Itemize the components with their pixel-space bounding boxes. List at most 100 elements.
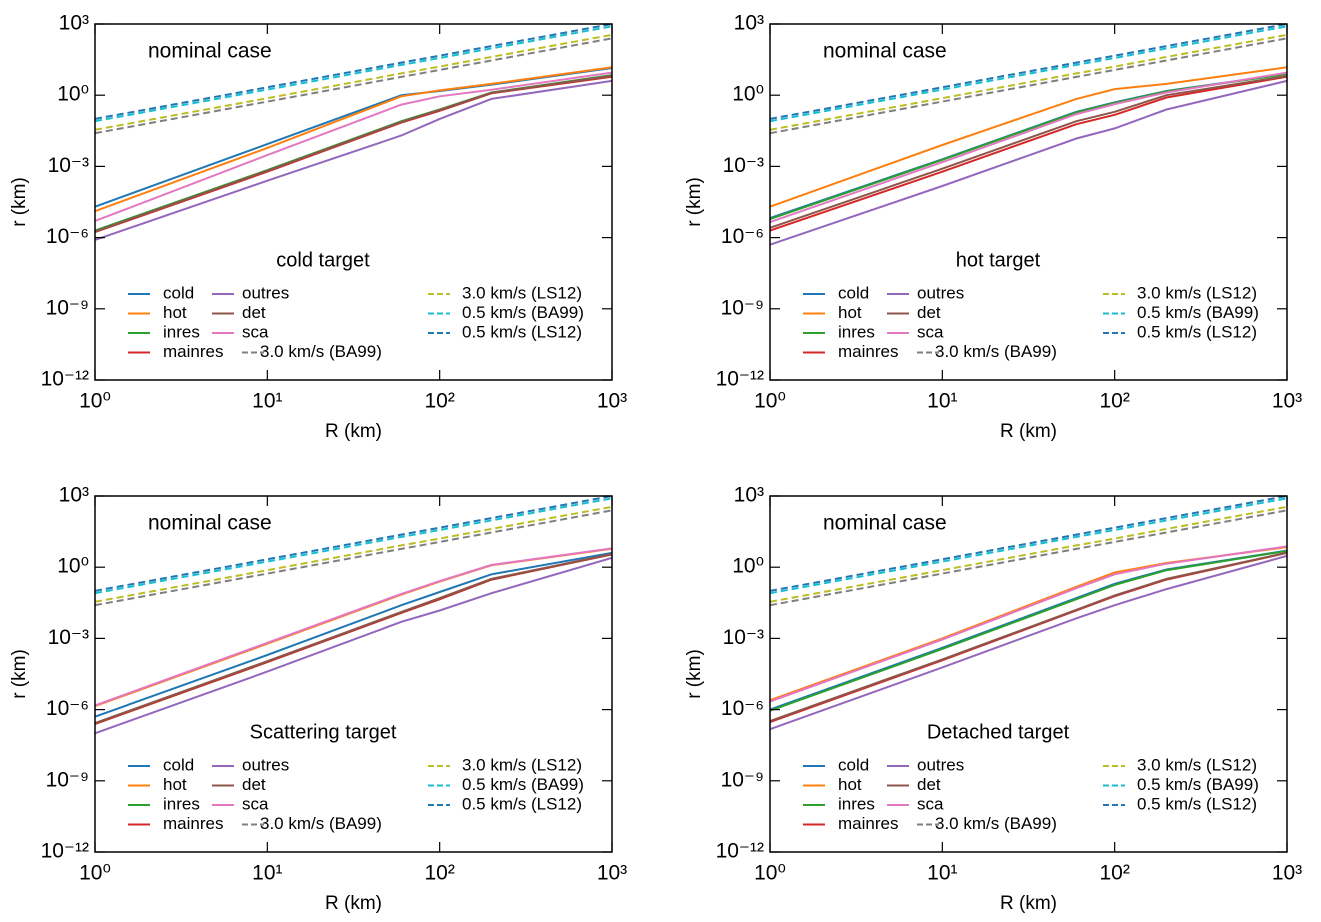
y-tick-label: 10³ xyxy=(734,484,764,507)
series-line xyxy=(95,75,612,234)
series-line xyxy=(95,547,612,707)
series-line xyxy=(770,24,1287,120)
series-line xyxy=(770,33,1287,131)
legend-label: 0.5 km/s (LS12) xyxy=(462,322,582,341)
legend-label: 0.5 km/s (LS12) xyxy=(462,794,582,813)
series-line xyxy=(770,75,1287,232)
legend-title: Scattering target xyxy=(250,721,397,743)
legend-label: 3.0 km/s (LS12) xyxy=(1137,755,1257,774)
y-tick-label: 10⁰ xyxy=(732,555,764,578)
y-tick-label: 10⁰ xyxy=(57,555,89,578)
legend-label: mainres xyxy=(838,814,898,833)
series-line xyxy=(95,509,612,607)
series-line xyxy=(95,497,612,595)
series-line xyxy=(95,553,612,725)
legend-label: inres xyxy=(163,322,200,341)
legend-label: 0.5 km/s (BA99) xyxy=(462,775,584,794)
series-line xyxy=(95,79,612,241)
legend-label: det xyxy=(242,775,266,794)
legend-title: hot target xyxy=(956,249,1041,271)
legend-label: hot xyxy=(163,303,187,322)
legend-label: det xyxy=(917,775,941,794)
series-line xyxy=(95,33,612,131)
legend-label: outres xyxy=(917,755,964,774)
x-tick-label: 10² xyxy=(424,862,454,885)
legend-label: 0.5 km/s (BA99) xyxy=(1137,775,1259,794)
series-line xyxy=(770,66,1287,208)
lines xyxy=(95,496,612,735)
x-tick-label: 10³ xyxy=(597,390,627,413)
y-axis-label: r (km) xyxy=(9,649,30,699)
x-tick-label: 10² xyxy=(1099,390,1129,413)
legend-label: mainres xyxy=(163,342,223,361)
y-tick-label: 10⁻¹² xyxy=(41,840,89,863)
x-tick-label: 10¹ xyxy=(252,862,282,885)
legend-label: 3.0 km/s (LS12) xyxy=(1137,283,1257,302)
series-line xyxy=(95,66,612,213)
series-line xyxy=(95,71,612,222)
legend-label: cold xyxy=(163,283,194,302)
legend-label: cold xyxy=(838,283,869,302)
legend-label: sca xyxy=(917,794,944,813)
legend-label: det xyxy=(242,303,266,322)
legend-label: mainres xyxy=(163,814,223,833)
panel: 10⁰ 10¹ 10² 10³ 10⁻¹² 10⁻⁹ 10⁻⁶ 10⁻³ 10⁰ 10³ R (km… xyxy=(9,484,627,914)
legend-label: sca xyxy=(242,322,269,341)
series-line xyxy=(95,37,612,135)
y-axis-label: r (km) xyxy=(684,649,705,699)
legend-title: cold target xyxy=(276,249,370,271)
lines xyxy=(95,24,612,241)
annotation: nominal case xyxy=(148,512,272,535)
legend-label: sca xyxy=(917,322,944,341)
annotation: nominal case xyxy=(823,512,947,535)
series-line xyxy=(770,25,1287,123)
axes-frame xyxy=(769,495,1288,853)
legend-label: hot xyxy=(838,775,862,794)
y-tick-label: 10³ xyxy=(59,12,89,35)
x-tick-label: 10³ xyxy=(1272,390,1302,413)
x-axis-label: R (km) xyxy=(325,421,382,442)
series-line xyxy=(95,551,612,718)
y-tick-label: 10⁻⁹ xyxy=(721,296,764,319)
y-tick-label: 10⁻⁶ xyxy=(721,697,764,720)
x-axis-label: R (km) xyxy=(325,893,382,914)
legend-label: 0.5 km/s (BA99) xyxy=(462,303,584,322)
y-tick-label: 10⁻⁹ xyxy=(721,768,764,791)
series-line xyxy=(770,72,1287,220)
y-tick-label: 10⁻³ xyxy=(723,154,764,177)
x-tick-label: 10³ xyxy=(597,862,627,885)
legend-title: Detached target xyxy=(927,721,1070,743)
x-tick-label: 10⁰ xyxy=(754,862,786,885)
legend-label: 0.5 km/s (LS12) xyxy=(1137,322,1257,341)
legend-label: inres xyxy=(838,322,875,341)
y-tick-label: 10³ xyxy=(59,484,89,507)
series-line xyxy=(95,496,612,592)
series-line xyxy=(770,73,1287,221)
y-tick-label: 10⁻⁶ xyxy=(46,697,89,720)
y-tick-label: 10⁰ xyxy=(57,83,89,106)
x-tick-label: 10¹ xyxy=(927,862,957,885)
legend-label: 0.5 km/s (BA99) xyxy=(1137,303,1259,322)
axes-frame xyxy=(769,23,1288,381)
series-line xyxy=(770,71,1287,224)
legend-label: mainres xyxy=(838,342,898,361)
x-tick-label: 10³ xyxy=(1272,862,1302,885)
x-tick-label: 10⁰ xyxy=(754,390,786,413)
lines xyxy=(770,496,1287,731)
series-line xyxy=(95,556,612,735)
y-tick-label: 10³ xyxy=(734,12,764,35)
y-tick-label: 10⁻³ xyxy=(48,626,89,649)
series-line xyxy=(770,79,1287,246)
y-tick-label: 10⁻⁶ xyxy=(721,225,764,248)
series-line xyxy=(95,547,612,708)
panel: 10⁰ 10¹ 10² 10³ 10⁻¹² 10⁻⁹ 10⁻⁶ 10⁻³ 10⁰ 10³ R (km… xyxy=(684,12,1302,442)
legend-label: 3.0 km/s (LS12) xyxy=(462,755,582,774)
y-tick-label: 10⁻⁶ xyxy=(46,225,89,248)
legend-label: outres xyxy=(917,283,964,302)
y-axis-label: r (km) xyxy=(684,177,705,227)
legend-label: 3.0 km/s (BA99) xyxy=(260,814,382,833)
legend-label: sca xyxy=(242,794,269,813)
series-line xyxy=(770,74,1287,229)
series-line xyxy=(95,25,612,123)
